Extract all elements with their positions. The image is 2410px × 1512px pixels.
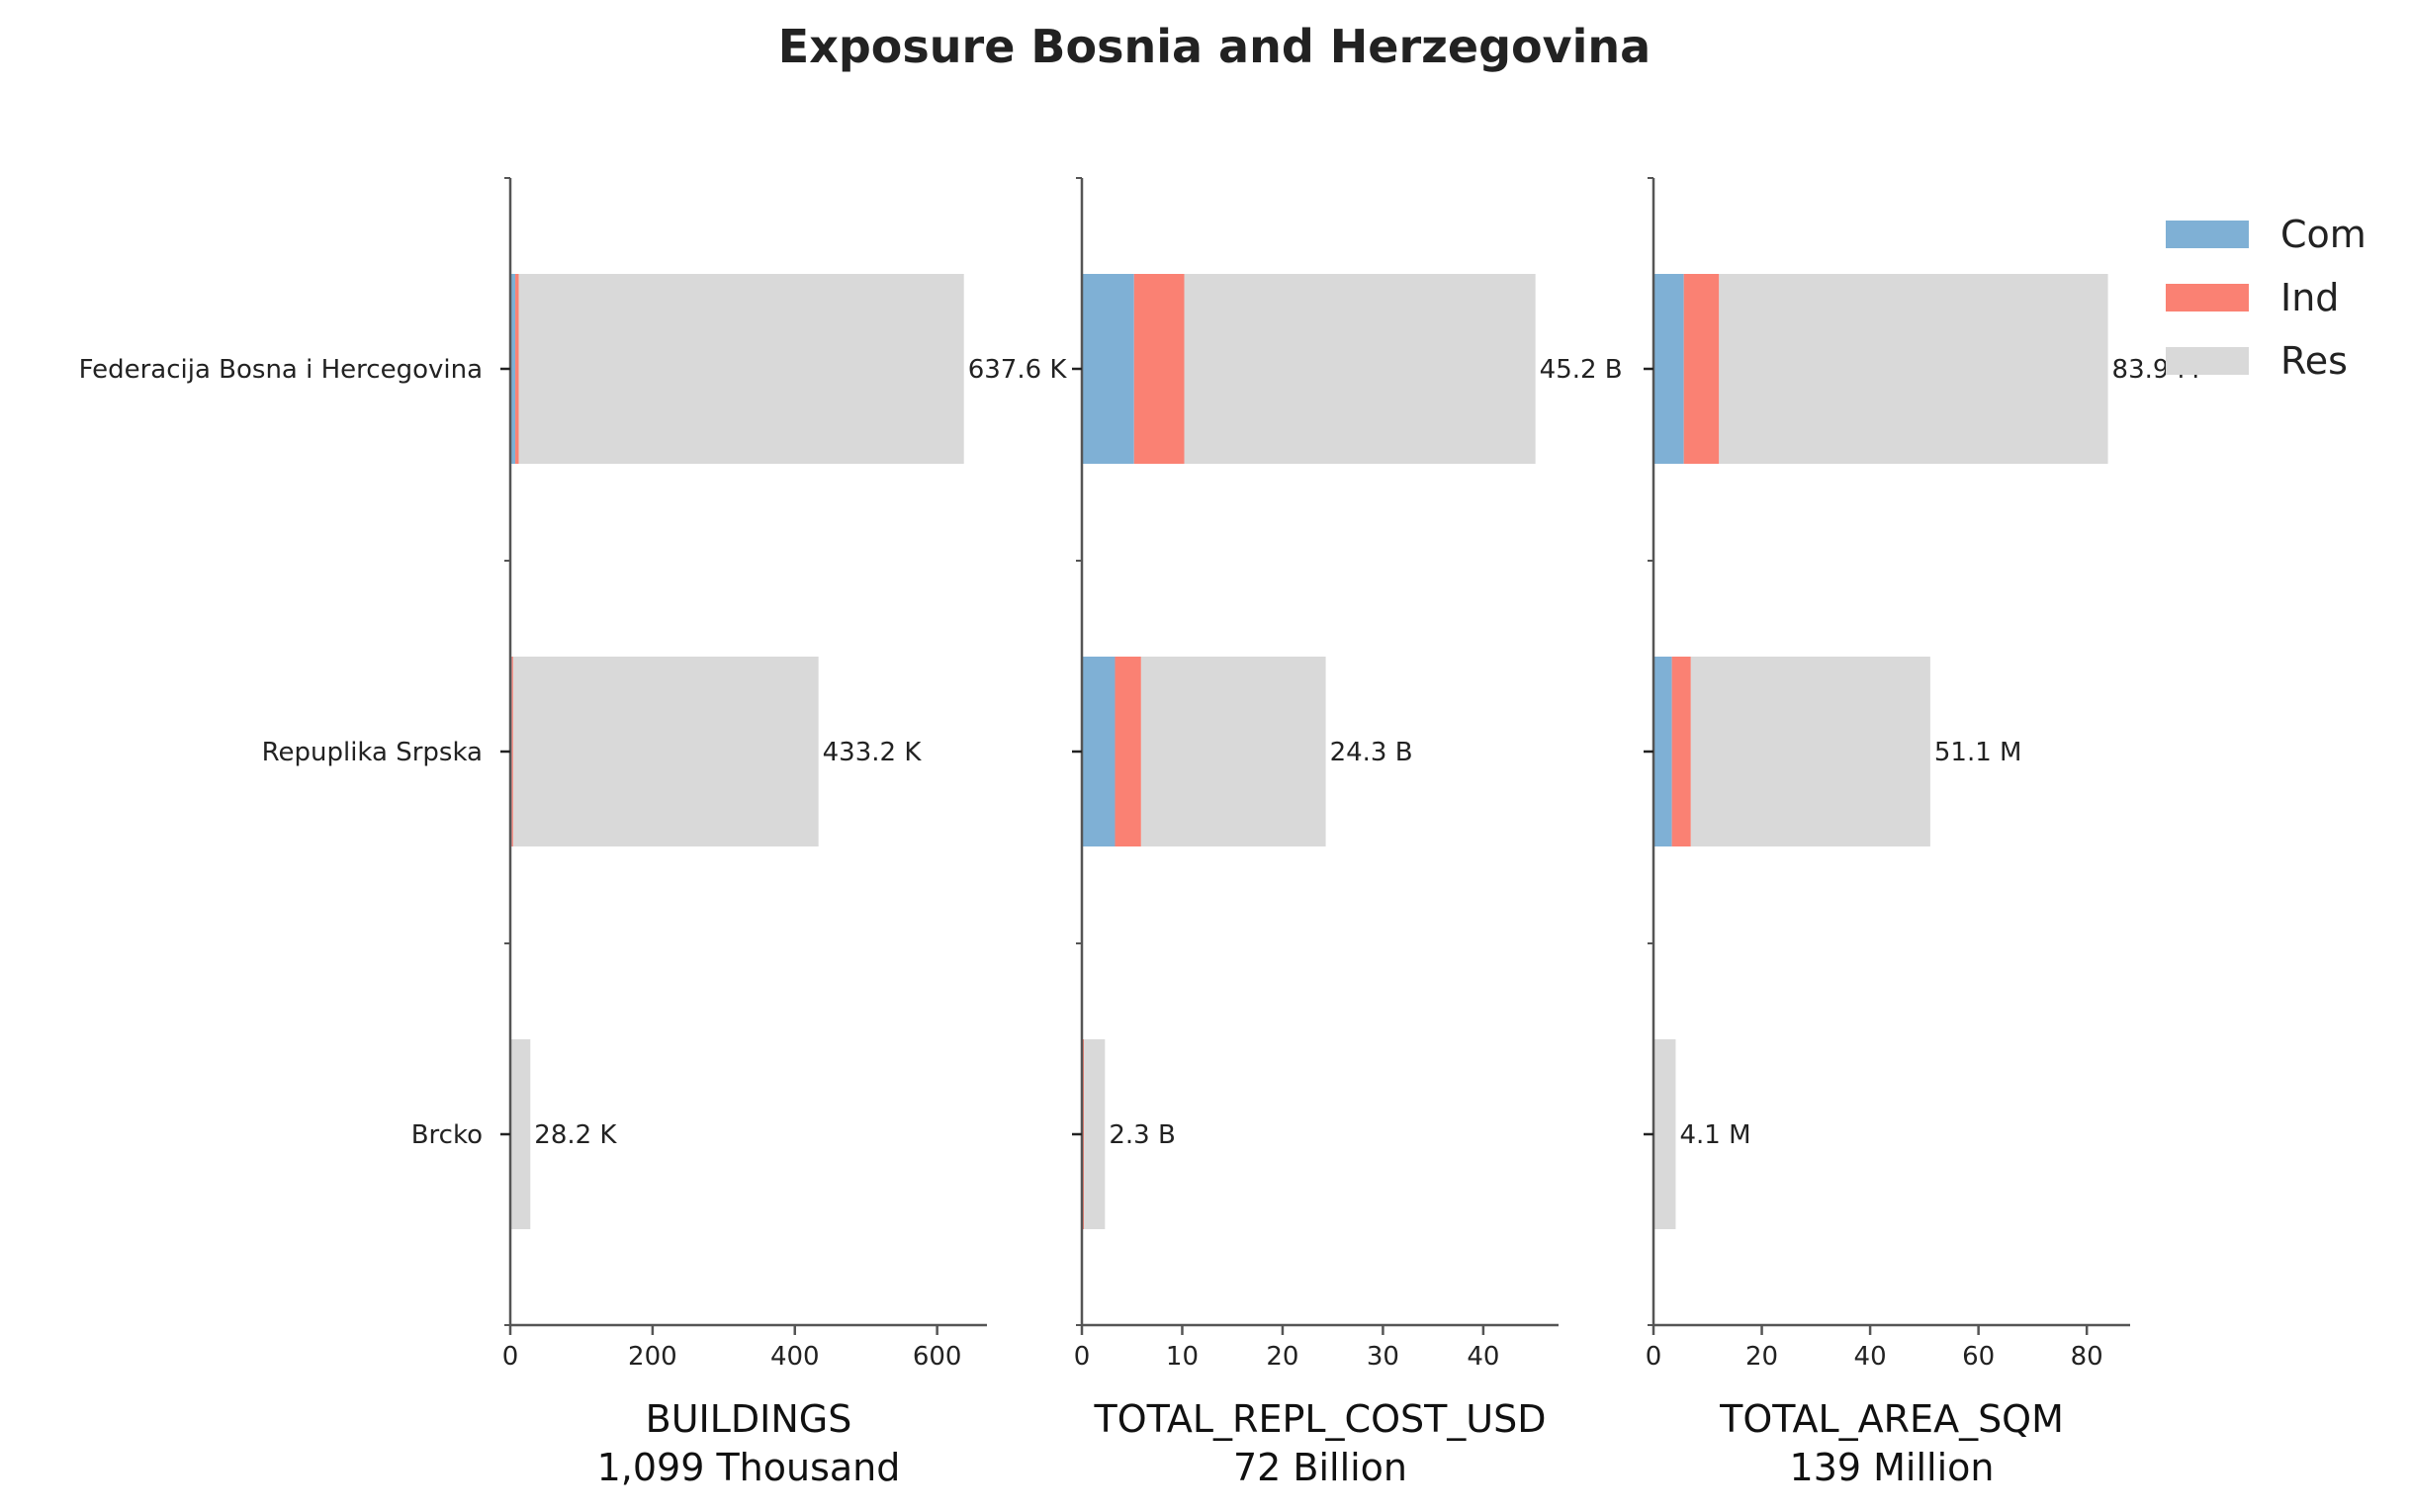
x-axis-title: TOTAL_REPL_COST_USD — [1093, 1397, 1546, 1441]
data-label: 51.1 M — [1934, 738, 2022, 767]
bar-com-0 — [1082, 274, 1134, 464]
x-tick-label: 40 — [1467, 1342, 1499, 1372]
panel-total-area-sqm: 83.9 M51.1 M4.1 M0 20 40 60 80TOTAL_AREA_SQM… — [1644, 177, 2199, 1489]
bar-com-0 — [510, 274, 516, 464]
bar-ind-0 — [1683, 274, 1720, 464]
bar-ind-1 — [511, 657, 513, 846]
panel-total-repl-cost-usd: 45.2 B 24.3 B 2.3 B 0 10 20 30 40 TOTAL_REPL_COS… — [1072, 177, 1623, 1489]
legend-swatch-com — [2166, 221, 2249, 248]
x-tick-label: 400 — [770, 1342, 820, 1372]
bar-res-0 — [1719, 274, 2108, 464]
data-label: 4.1 M — [1679, 1120, 1750, 1150]
bar-res-0 — [518, 274, 964, 464]
legend-label-ind: Ind — [2280, 276, 2339, 319]
x-axis-title: BUILDINGS — [646, 1397, 852, 1441]
legend-swatch-ind — [2166, 284, 2249, 311]
bar-res-1 — [512, 657, 819, 846]
x-axis-subtitle: 139 Million — [1790, 1446, 1995, 1489]
legend-label-com: Com — [2280, 213, 2366, 256]
data-label: 2.3 B — [1109, 1120, 1175, 1150]
category-label: Repuplika Srpska — [262, 738, 483, 767]
bar-ind-1 — [1115, 657, 1141, 846]
x-axis-subtitle: 1,099 Thousand — [597, 1446, 901, 1489]
bar-res-2 — [510, 1039, 531, 1229]
bar-com-0 — [1653, 274, 1684, 464]
legend: Com Ind Res — [2166, 213, 2366, 383]
x-tick-label: 0 — [1646, 1342, 1662, 1372]
x-axis-title: TOTAL_AREA_SQM — [1719, 1397, 2064, 1441]
panel-buildings: 637.6 K 433.2 K 28.2 K 0 200 400 600 BUILDINGS 1… — [500, 177, 1068, 1489]
bar-com-1 — [1082, 657, 1116, 846]
chart-title: Exposure Bosnia and Herzegovina — [778, 20, 1651, 73]
x-tick-label: 60 — [1962, 1342, 1995, 1372]
legend-label-res: Res — [2280, 339, 2348, 383]
bar-res-0 — [1184, 274, 1536, 464]
legend-swatch-res — [2166, 347, 2249, 375]
category-label: Brcko — [411, 1120, 483, 1150]
x-tick-label: 600 — [913, 1342, 962, 1372]
x-tick-label: 20 — [1266, 1342, 1298, 1372]
bar-res-1 — [1140, 657, 1326, 846]
x-tick-label: 80 — [2071, 1342, 2103, 1372]
bar-com-1 — [1653, 657, 1672, 846]
data-label: 28.2 K — [534, 1120, 617, 1150]
x-tick-label: 0 — [1074, 1342, 1091, 1372]
x-tick-label: 200 — [628, 1342, 677, 1372]
x-axis-subtitle: 72 Billion — [1233, 1446, 1407, 1489]
data-label: 24.3 B — [1330, 738, 1413, 767]
bar-ind-1 — [1671, 657, 1691, 846]
data-label: 45.2 B — [1540, 355, 1623, 385]
bar-ind-0 — [515, 274, 519, 464]
x-tick-label: 30 — [1367, 1342, 1399, 1372]
bar-ind-2 — [1083, 1039, 1085, 1229]
bar-res-1 — [1690, 657, 1930, 846]
x-tick-label: 20 — [1745, 1342, 1778, 1372]
data-label: 433.2 K — [823, 738, 923, 767]
bar-res-2 — [1084, 1039, 1106, 1229]
category-label: Federacija Bosna i Hercegovina — [79, 355, 483, 385]
data-label: 637.6 K — [968, 355, 1068, 385]
x-tick-label: 10 — [1166, 1342, 1199, 1372]
x-tick-label: 40 — [1854, 1342, 1887, 1372]
x-tick-label: 0 — [502, 1342, 519, 1372]
bar-res-2 — [1654, 1039, 1676, 1229]
bar-ind-0 — [1133, 274, 1185, 464]
